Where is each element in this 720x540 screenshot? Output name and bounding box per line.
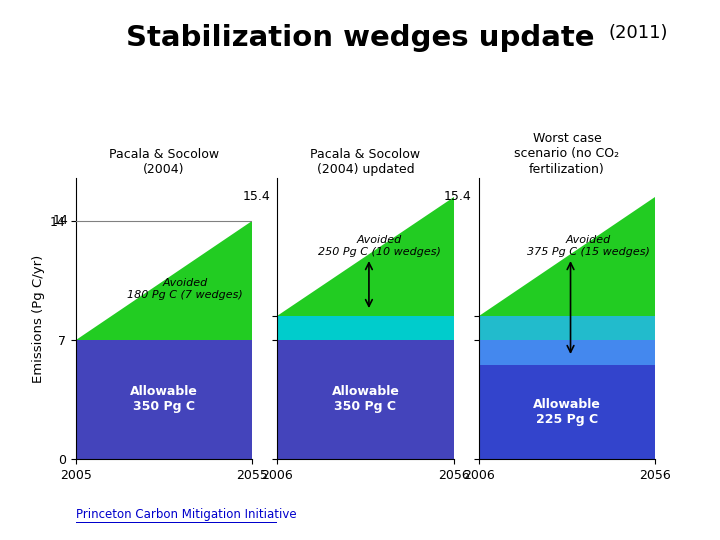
Polygon shape <box>277 197 454 316</box>
Polygon shape <box>479 197 655 316</box>
Text: Avoided
250 Pg C (10 wedges): Avoided 250 Pg C (10 wedges) <box>318 235 441 257</box>
Text: Pacala & Socolow
(2004) updated: Pacala & Socolow (2004) updated <box>310 147 420 176</box>
Text: 14: 14 <box>53 214 68 227</box>
Text: (2011): (2011) <box>608 24 668 42</box>
Text: Avoided
180 Pg C (7 wedges): Avoided 180 Pg C (7 wedges) <box>127 278 243 300</box>
Text: Allowable
225 Pg C: Allowable 225 Pg C <box>533 398 601 426</box>
Text: 15.4: 15.4 <box>444 191 472 204</box>
Y-axis label: Emissions (Pg C/yr): Emissions (Pg C/yr) <box>32 254 45 383</box>
Text: Allowable
350 Pg C: Allowable 350 Pg C <box>331 386 400 414</box>
Text: Allowable
350 Pg C: Allowable 350 Pg C <box>130 386 198 414</box>
Text: Pacala & Socolow
(2004): Pacala & Socolow (2004) <box>109 147 219 176</box>
Text: Princeton Carbon Mitigation Initiative: Princeton Carbon Mitigation Initiative <box>76 508 296 521</box>
Text: Avoided
375 Pg C (15 wedges): Avoided 375 Pg C (15 wedges) <box>527 235 649 257</box>
Text: 15.4: 15.4 <box>243 191 270 204</box>
Text: Stabilization wedges update: Stabilization wedges update <box>126 24 594 52</box>
Text: Worst case
scenario (no CO₂
fertilization): Worst case scenario (no CO₂ fertilizatio… <box>514 132 620 176</box>
Polygon shape <box>76 221 252 340</box>
